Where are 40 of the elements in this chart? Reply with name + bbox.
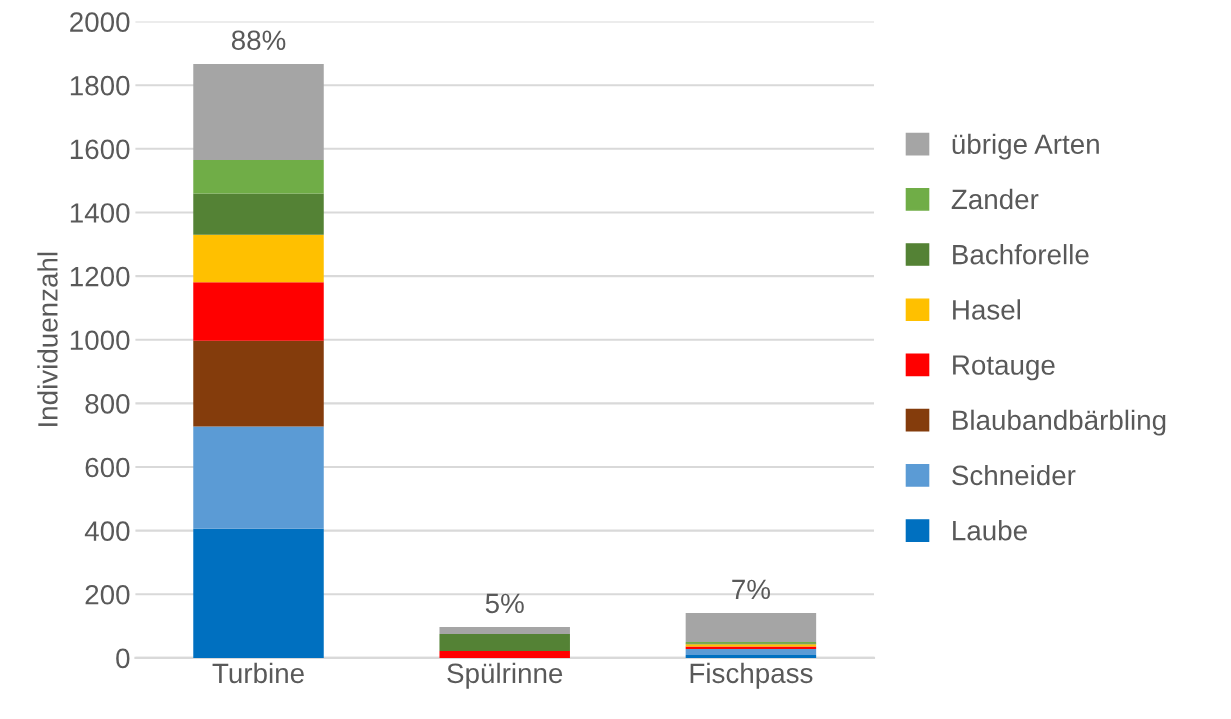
x-tick-label: Spülrinne — [447, 662, 563, 689]
y-axis-title: Individuenzahl — [37, 252, 58, 426]
bar — [685, 613, 817, 642]
y-tick-label: 2000 — [70, 12, 130, 32]
bar — [193, 426, 324, 529]
bar — [193, 193, 324, 235]
y-tick-label: 400 — [84, 521, 130, 541]
bar — [685, 648, 817, 656]
bar — [193, 234, 324, 283]
y-tick-label: 1400 — [70, 203, 130, 223]
annotation: 88% — [231, 30, 286, 51]
legend-label: Laube — [953, 520, 1027, 541]
y-tick-label: 800 — [85, 394, 130, 414]
y-tick-label: 600 — [85, 457, 130, 478]
bar — [685, 655, 817, 658]
bar — [439, 627, 570, 635]
annotation: 5% — [485, 593, 524, 614]
x-tick-label: Fischpass — [690, 662, 813, 689]
legend-label: Schneider — [952, 464, 1076, 486]
annotation: 7% — [732, 579, 770, 600]
x-tick-label: Turbine — [212, 662, 304, 684]
legend-label: übrige Arten — [952, 133, 1099, 160]
bar — [439, 650, 570, 658]
y-tick-label: 0 — [116, 648, 130, 669]
y-tick-label: 1800 — [70, 75, 130, 96]
bar — [193, 528, 324, 658]
legend-label: Rotauge — [953, 355, 1055, 381]
bar — [439, 634, 570, 651]
legend-label: Zander — [951, 188, 1039, 210]
y-tick-label: 1000 — [70, 330, 130, 351]
legend-label: Hasel — [953, 299, 1020, 320]
legend-label: Blaubandbärbling — [953, 409, 1166, 436]
bar — [193, 63, 324, 160]
y-tick-label: 200 — [85, 584, 130, 605]
legend-label: Bachforelle — [953, 244, 1089, 265]
bar — [193, 340, 324, 427]
y-tick-label: 1600 — [70, 139, 130, 160]
bar — [193, 159, 324, 194]
y-tick-label: 1200 — [70, 266, 130, 287]
bar — [193, 282, 324, 341]
